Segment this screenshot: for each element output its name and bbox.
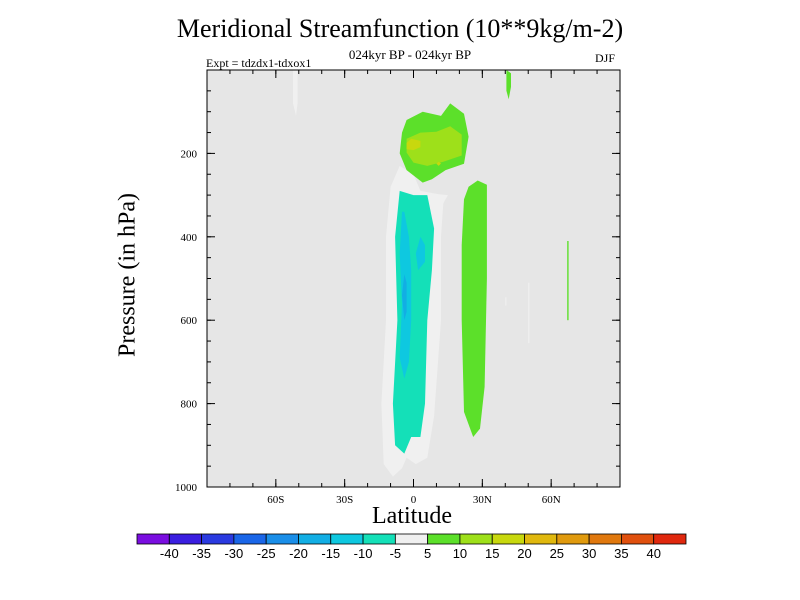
colorbar-label: -35 bbox=[192, 546, 211, 561]
x-tick-label: 60S bbox=[267, 494, 284, 506]
colorbar-box bbox=[394, 533, 429, 545]
colorbar-label: 25 bbox=[550, 546, 564, 561]
y-tick-label: 1000 bbox=[175, 482, 198, 494]
colorbar-label: 40 bbox=[646, 546, 660, 561]
colorbar-box bbox=[459, 533, 493, 545]
y-tick-label: 400 bbox=[181, 232, 198, 244]
colorbar-box bbox=[621, 533, 655, 545]
colorbar-box bbox=[265, 533, 299, 545]
colorbar-label: -25 bbox=[257, 546, 276, 561]
experiment-label: Expt = tdzdx1-tdxox1 bbox=[206, 56, 312, 70]
x-tick-label: 30S bbox=[336, 494, 353, 506]
colorbar-box bbox=[136, 533, 170, 545]
colorbar-label: 30 bbox=[582, 546, 596, 561]
colorbar-label: 15 bbox=[485, 546, 499, 561]
contour-minus15-small bbox=[415, 236, 425, 271]
x-tick-label: 60N bbox=[542, 494, 561, 506]
contour-minus5-thin bbox=[528, 282, 530, 344]
colorbar-label: 35 bbox=[614, 546, 628, 561]
contour-plus5-column bbox=[461, 180, 487, 437]
colorbar-label: -40 bbox=[160, 546, 179, 561]
colorbar-box bbox=[524, 533, 558, 545]
colorbar-label: -5 bbox=[390, 546, 402, 561]
colorbar-box bbox=[201, 533, 235, 545]
y-tick-label: 600 bbox=[181, 315, 198, 327]
y-tick-label: 800 bbox=[181, 399, 198, 411]
colorbar-label: -15 bbox=[321, 546, 340, 561]
colorbar-box bbox=[653, 533, 687, 545]
colorbar-label: -10 bbox=[354, 546, 373, 561]
contour-plus5-sliver bbox=[506, 70, 511, 100]
colorbar-box bbox=[362, 533, 396, 545]
colorbar-label: 20 bbox=[517, 546, 531, 561]
colorbar-label: 5 bbox=[424, 546, 431, 561]
colorbar-box bbox=[556, 533, 590, 545]
contour-plus5-thin bbox=[567, 241, 569, 321]
y-tick-label: 200 bbox=[181, 148, 198, 160]
contour-plus10 bbox=[406, 126, 462, 166]
colorbar-box bbox=[168, 533, 202, 545]
contour-plus15 bbox=[406, 138, 421, 151]
contour-minus20 bbox=[402, 274, 407, 321]
colorbar-label: -20 bbox=[289, 546, 308, 561]
colorbar-label: 10 bbox=[453, 546, 467, 561]
colorbar-label: -30 bbox=[224, 546, 243, 561]
x-axis-label: Latitude bbox=[372, 503, 452, 529]
colorbar-box bbox=[233, 533, 267, 545]
season-label: DJF bbox=[595, 51, 616, 65]
contour-minus5-sliver bbox=[293, 70, 298, 116]
contour-minus5-dot bbox=[505, 297, 507, 306]
colorbar-box bbox=[298, 533, 332, 545]
x-tick-label: 30N bbox=[473, 494, 492, 506]
colorbar-box bbox=[588, 533, 622, 545]
contour-plus15-dot bbox=[436, 161, 441, 166]
x-tick-label: 0 bbox=[411, 494, 417, 506]
chart-subtitle: 024kyr BP - 024kyr BP bbox=[348, 47, 472, 62]
colorbar-box bbox=[427, 533, 461, 545]
chart-title: Meridional Streamfunction (10**9kg/m-2) bbox=[176, 14, 624, 43]
colorbar-box bbox=[330, 533, 364, 545]
colorbar-box bbox=[491, 533, 525, 545]
